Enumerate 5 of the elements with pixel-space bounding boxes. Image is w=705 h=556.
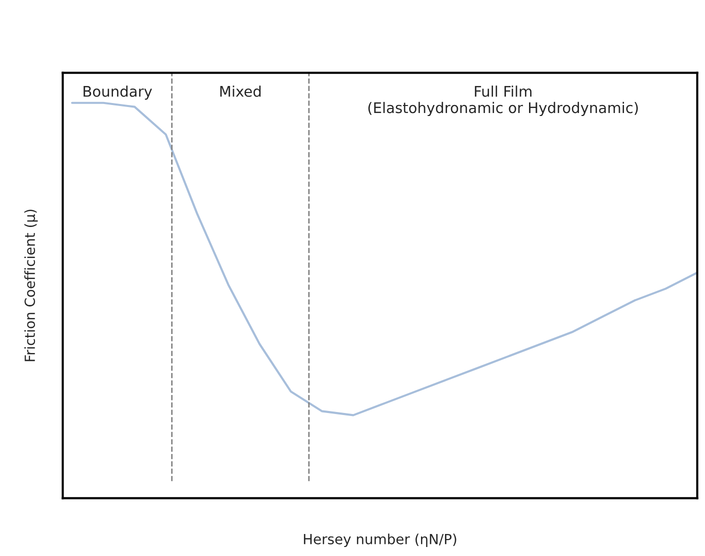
text: Boundary <box>84 86 152 100</box>
x-axis-title: Hersey number (ηN/P) <box>304 534 456 548</box>
annotation: Full Film (Elastohydronamic or Hydrodynamic) <box>368 86 638 116</box>
text: Mixed <box>220 86 261 97</box>
y-axis-title: Friction Coefficient (μ) <box>24 210 38 362</box>
